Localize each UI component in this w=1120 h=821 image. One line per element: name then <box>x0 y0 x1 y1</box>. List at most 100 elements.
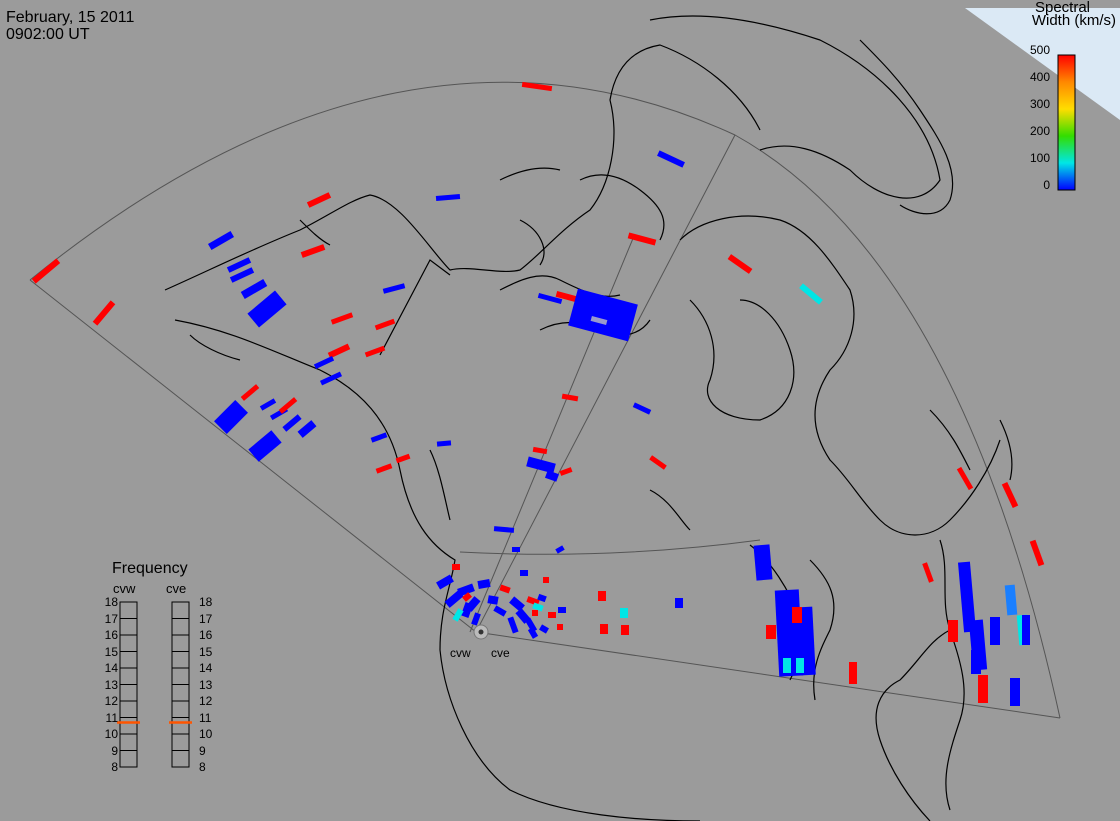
colorbar-title-line1: Spectral <box>1034 0 1090 16</box>
scatter-cell <box>1010 678 1020 706</box>
scatter-cell <box>559 467 573 476</box>
scatter-cell <box>532 610 538 616</box>
scatter-cell <box>457 583 475 597</box>
colorbar <box>1057 54 1076 191</box>
scatter-cell <box>555 290 581 304</box>
frequency-level-left: 12 <box>104 694 118 708</box>
station-label-east: cve <box>491 646 510 660</box>
scatter-cell <box>849 662 857 684</box>
frequency-level-left: 14 <box>104 661 118 675</box>
scatter-cell <box>452 608 464 622</box>
scatter-cell <box>727 254 753 274</box>
scatter-cell <box>375 463 393 474</box>
scatter-cell <box>568 288 638 342</box>
frequency-level-right: 9 <box>199 743 206 758</box>
scatter-cell <box>956 466 974 491</box>
scatter-cell <box>512 547 520 552</box>
scatter-cell <box>297 420 317 438</box>
frequency-cell <box>119 700 138 718</box>
scatter-cell <box>477 579 491 589</box>
frequency-level-left: 13 <box>104 677 118 692</box>
frequency-level-right: 16 <box>199 628 213 642</box>
frequency-level-left: 9 <box>111 743 118 758</box>
scatter-cell <box>300 244 326 258</box>
scatter-cell <box>521 81 553 92</box>
colorbar-tick: 100 <box>1029 151 1050 165</box>
scatter-cell <box>600 624 608 634</box>
scatter-cell <box>507 616 519 634</box>
scatter-cell <box>783 658 791 673</box>
scatter-cell <box>493 526 515 533</box>
scatter-cell <box>971 650 981 674</box>
scatter-cell <box>555 545 565 554</box>
scatter-cell <box>649 455 667 470</box>
scatter-cell <box>537 292 563 305</box>
scatter-cell <box>306 192 332 208</box>
scatter-cell <box>627 232 657 246</box>
frequency-level-right: 10 <box>199 727 213 741</box>
frequency-level-right: 11 <box>199 710 212 725</box>
polar-region <box>965 8 1120 120</box>
scatter-cell <box>452 564 460 570</box>
frequency-level-left: 16 <box>104 628 118 642</box>
frequency-cell <box>119 684 138 702</box>
frequency-cell <box>119 601 138 619</box>
frequency-level-left: 15 <box>104 644 118 659</box>
frequency-cell <box>171 618 190 636</box>
scatter-cell <box>313 356 335 369</box>
scatter-cell <box>436 440 452 447</box>
scatter-cell <box>621 625 629 635</box>
scatter-cell <box>766 625 776 639</box>
scatter-cell <box>327 343 351 359</box>
coastlines <box>164 15 1013 821</box>
colorbar-tick: 300 <box>1029 97 1050 111</box>
scatter-cell <box>207 230 235 251</box>
frequency-level-left: 8 <box>111 760 118 774</box>
scatter-cell <box>462 592 472 602</box>
scatter-cell <box>319 371 343 386</box>
scatter-cell <box>229 267 255 283</box>
scatter-cell <box>435 193 461 202</box>
frequency-radar-left: cvw <box>113 581 136 596</box>
scatter-cell <box>990 617 1000 645</box>
scatter-cell <box>214 400 248 434</box>
scatter-cell <box>544 470 560 482</box>
scatter-cell <box>526 456 556 474</box>
scatter-cell <box>657 150 685 168</box>
frequency-cell <box>171 601 190 619</box>
scatter-cell <box>753 544 773 581</box>
scatter-cell <box>436 574 454 590</box>
scatter-cell <box>520 570 528 576</box>
scatter-cell <box>330 312 354 325</box>
scatter-cell <box>226 257 252 273</box>
scatter-cells <box>31 81 1045 706</box>
scatter-cell <box>792 607 802 623</box>
frequency-cell <box>171 750 190 768</box>
frequency-cell <box>119 667 138 685</box>
scatter-cell <box>543 577 549 583</box>
frequency-cell <box>171 717 190 735</box>
frequency-level-right: 17 <box>199 611 213 626</box>
frequency-scales <box>117 601 192 768</box>
scatter-cell <box>370 432 388 443</box>
scatter-cell <box>548 612 556 618</box>
frequency-cell <box>171 651 190 669</box>
scatter-cell <box>444 590 464 608</box>
scatter-cell <box>1022 615 1030 645</box>
scatter-cell <box>590 316 608 325</box>
scatter-cell <box>92 300 116 326</box>
scatter-cell <box>499 584 511 594</box>
scatter-cell <box>374 318 396 331</box>
scatter-cell <box>1029 539 1045 567</box>
scatter-cell <box>493 605 507 617</box>
scatter-cell <box>799 283 823 305</box>
date-label: February, 15 2011 <box>6 9 135 26</box>
colorbar-tick: 0 <box>1043 178 1050 192</box>
colorbar-title-line2: Width (km/s) <box>1031 12 1116 29</box>
colorbar-tick: 400 <box>1029 70 1050 84</box>
frequency-level-left: 18 <box>104 595 118 609</box>
frequency-cell <box>171 634 190 652</box>
scatter-cell <box>240 279 268 299</box>
scatter-cell <box>395 453 411 464</box>
